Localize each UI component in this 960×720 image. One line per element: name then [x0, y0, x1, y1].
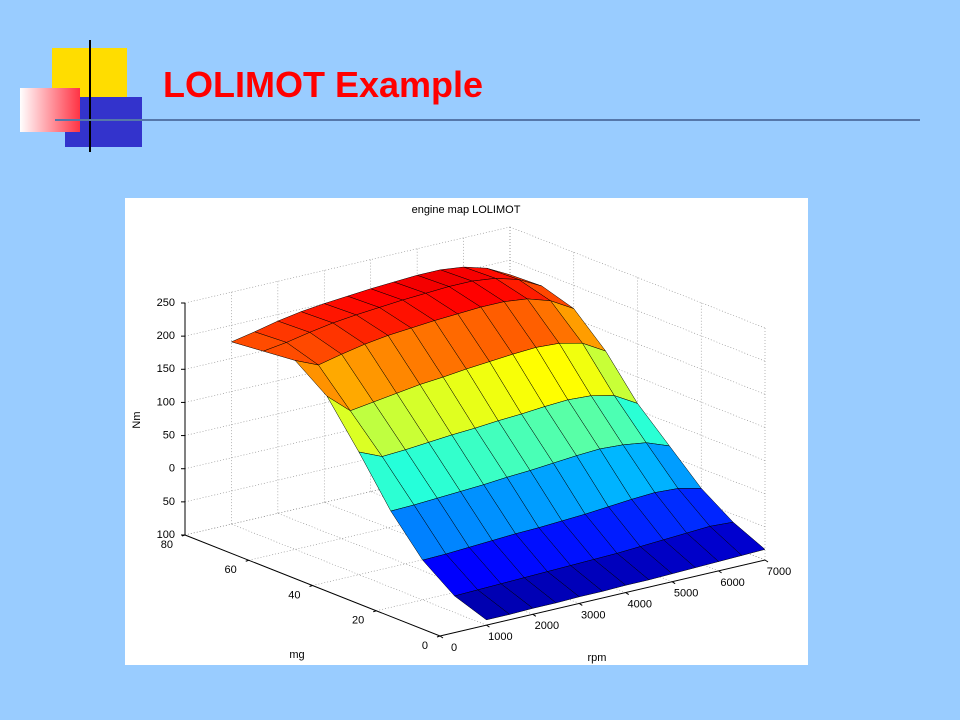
z-tick-label: 0: [169, 463, 175, 475]
deco-pink: [20, 88, 80, 132]
z-tick-label: 200: [157, 330, 175, 342]
grid-line: [509, 226, 766, 329]
y-tick-label: 80: [161, 539, 173, 551]
y-axis-label: mg: [289, 649, 304, 661]
z-axis-label: Nm: [131, 411, 143, 428]
z-tick-label: 50: [163, 496, 175, 508]
grid-line: [509, 259, 766, 362]
axis-line: [184, 534, 441, 637]
slide-title: LOLIMOT Example: [163, 64, 483, 105]
z-tick-label: 50: [163, 429, 175, 441]
x-tick-label: 4000: [627, 598, 651, 610]
axis-line: [439, 559, 766, 637]
y-tick-label: 0: [422, 640, 428, 652]
y-tick-label: 20: [352, 615, 364, 627]
chart-title: engine map LOLIMOT: [412, 204, 521, 216]
x-tick-label: 1000: [488, 631, 512, 643]
z-tick-label: 250: [157, 297, 175, 309]
surface-patch: [453, 589, 511, 621]
z-tick-label: 100: [157, 396, 175, 408]
z-tick-label: 150: [157, 363, 175, 375]
y-tick-label: 40: [288, 589, 300, 601]
x-axis-label: rpm: [588, 652, 607, 664]
x-tick-label: 6000: [720, 577, 744, 589]
y-tick-label: 60: [225, 564, 237, 576]
x-tick-label: 0: [451, 642, 457, 654]
x-tick-label: 3000: [581, 609, 605, 621]
x-tick-label: 7000: [767, 566, 791, 578]
grid-line: [231, 523, 487, 626]
x-tick-label: 2000: [535, 620, 559, 632]
z-tick-label: 100: [157, 529, 175, 541]
x-tick: [764, 559, 769, 563]
x-tick-label: 5000: [674, 588, 698, 600]
